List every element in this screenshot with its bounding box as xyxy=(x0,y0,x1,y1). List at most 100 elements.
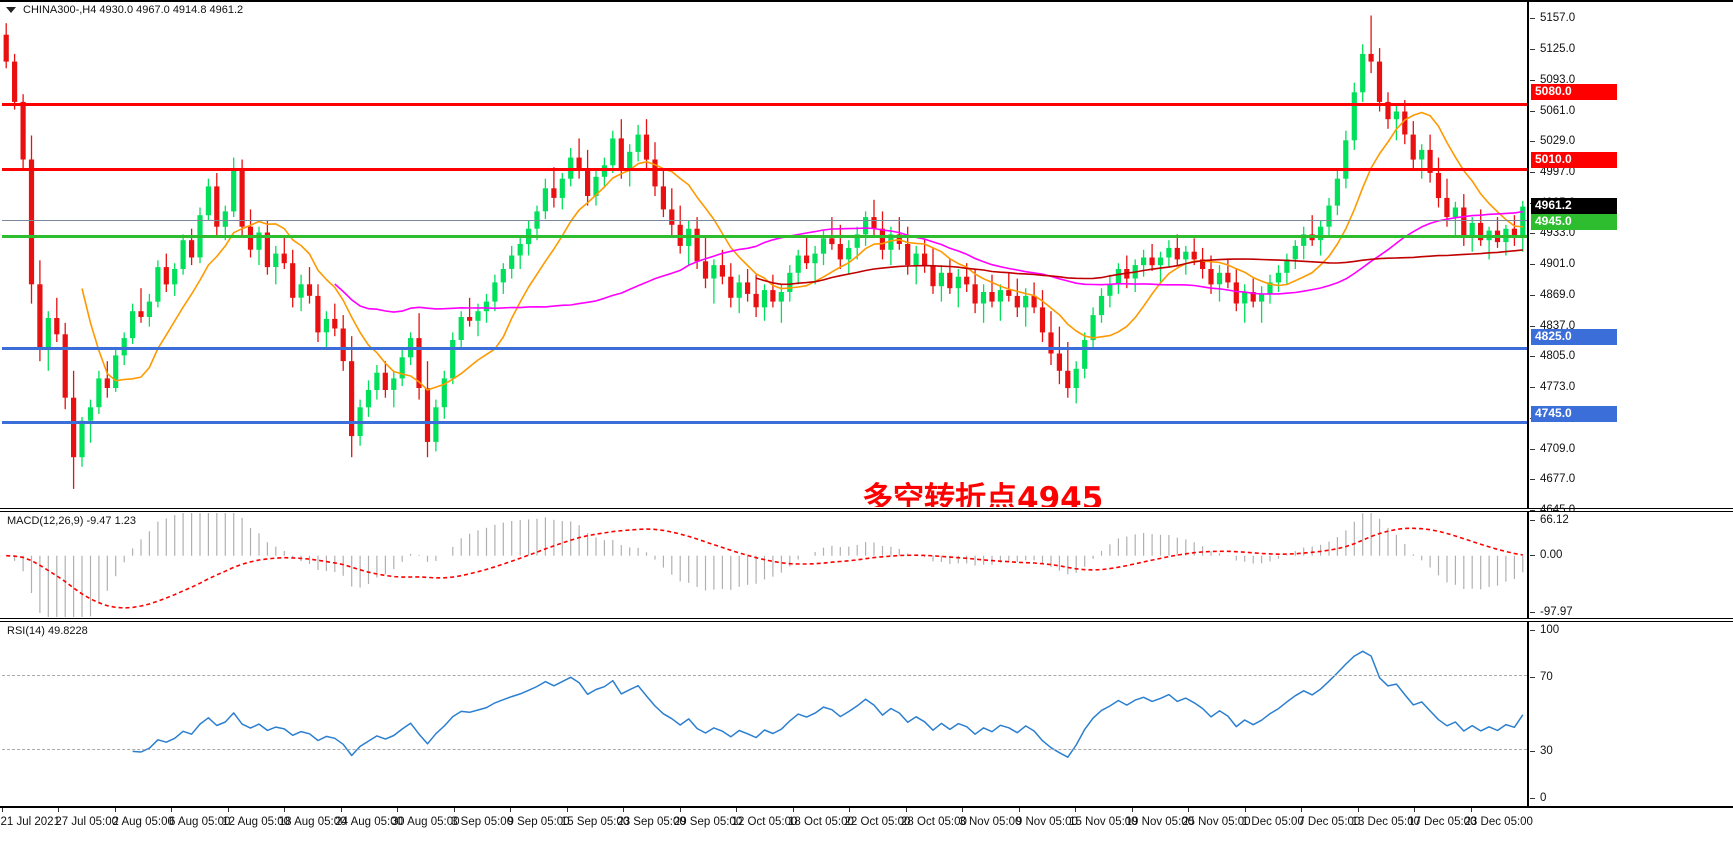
price-plot-area[interactable]: 多空转折点4945 xyxy=(2,3,1527,507)
rsi-plot-area[interactable] xyxy=(2,623,1527,805)
date-label: 28 Oct 05:00 xyxy=(901,816,967,828)
date-tick xyxy=(1075,808,1077,812)
price-tag-pivot[interactable]: 4945.0 xyxy=(1531,213,1617,230)
date-tick xyxy=(114,808,116,812)
date-label: 1 Dec 05:00 xyxy=(1241,816,1304,828)
price-tick: 4709.0 xyxy=(1529,443,1575,455)
date-label: 29 Sep 05:00 xyxy=(673,816,743,828)
rsi-tick: 30 xyxy=(1529,745,1553,757)
date-tick xyxy=(340,808,342,812)
macd-axis-divider xyxy=(1527,512,1529,618)
date-tick xyxy=(962,808,964,812)
date-label: 22 Oct 05:00 xyxy=(844,816,911,828)
price-tick: 4805.0 xyxy=(1529,350,1575,362)
macd-label: MACD(12,26,9) -9.47 1.23 xyxy=(7,515,137,527)
date-tick xyxy=(453,808,455,812)
date-label: 23 Dec 05:00 xyxy=(1464,816,1533,828)
date-label: 17 Dec 05:00 xyxy=(1408,816,1477,828)
date-label: 21 Jul 2021 xyxy=(0,816,60,828)
date-label: 9 Sep 05:00 xyxy=(507,816,570,828)
price-tick: 4901.0 xyxy=(1529,258,1575,270)
date-label: 7 Dec 05:00 xyxy=(1298,816,1361,828)
price-panel[interactable]: CHINA300-,H4 4930.0 4967.0 4914.8 4961.2… xyxy=(0,0,1733,516)
date-tick xyxy=(679,808,681,812)
price-tag-last-price[interactable]: 4961.2 xyxy=(1531,198,1617,215)
date-label: 27 Jul 05:00 xyxy=(55,816,119,828)
date-label: 6 Aug 05:00 xyxy=(168,816,231,828)
price-tag-resistance[interactable]: 5010.0 xyxy=(1531,151,1617,168)
date-tick xyxy=(1470,808,1472,812)
rsi-level-30 xyxy=(2,749,1527,750)
rsi-axis-divider xyxy=(1527,622,1529,806)
price-tag-support[interactable]: 4745.0 xyxy=(1531,405,1617,422)
date-label: 12 Aug 05:00 xyxy=(222,816,291,828)
date-tick xyxy=(227,808,229,812)
caret-down-icon[interactable] xyxy=(6,7,16,13)
macd-panel[interactable]: MACD(12,26,9) -9.47 1.23 66.12 0.00 -97.97 xyxy=(0,511,1733,619)
price-tick: 5093.0 xyxy=(1529,74,1575,86)
rsi-tick: 100 xyxy=(1529,624,1559,636)
date-label: 18 Aug 05:00 xyxy=(278,816,347,828)
date-tick xyxy=(1301,808,1303,812)
price-tick: 4997.0 xyxy=(1529,166,1575,178)
date-tick xyxy=(284,808,286,812)
date-label: 9 Nov 05:00 xyxy=(1015,816,1078,828)
price-tag-resistance[interactable]: 5080.0 xyxy=(1531,84,1617,101)
rsi-series xyxy=(132,650,1524,758)
macd-plot-area[interactable] xyxy=(2,513,1527,617)
date-tick xyxy=(58,808,60,812)
rsi-panel[interactable]: RSI(14) 49.8228 100 70 30 0 xyxy=(0,621,1733,807)
date-label: 13 Dec 05:00 xyxy=(1351,816,1420,828)
support-line-4825 xyxy=(2,347,1527,350)
date-label: 30 Aug 05:00 xyxy=(391,816,460,828)
rsi-label: RSI(14) 49.8228 xyxy=(7,625,88,637)
date-label: 15 Nov 05:00 xyxy=(1069,816,1138,828)
resistance-line-5010 xyxy=(2,168,1527,171)
date-label: 25 Nov 05:00 xyxy=(1182,816,1251,828)
macd-tick: 66.12 xyxy=(1529,514,1569,526)
chart-annotation: 多空转折点4945 xyxy=(862,481,1104,507)
chart-header[interactable]: CHINA300-,H4 4930.0 4967.0 4914.8 4961.2 xyxy=(6,4,243,16)
price-tick: 5157.0 xyxy=(1529,12,1575,24)
date-tick xyxy=(397,808,399,812)
price-tick: 5029.0 xyxy=(1529,135,1575,147)
price-tick: 4837.0 xyxy=(1529,320,1575,332)
date-label: 23 Sep 05:00 xyxy=(617,816,686,828)
price-tick: 4869.0 xyxy=(1529,289,1575,301)
date-tick xyxy=(736,808,738,812)
price-tick: 4933.0 xyxy=(1529,227,1575,239)
support-line-4745 xyxy=(2,421,1527,424)
pivot-line-4945 xyxy=(2,235,1527,238)
rsi-axis[interactable]: 100 70 30 0 xyxy=(1529,622,1733,806)
date-tick xyxy=(905,808,907,812)
symbol-timeframe-label: CHINA300-,H4 4930.0 4967.0 4914.8 4961.2 xyxy=(23,4,244,16)
date-label: 19 Nov 05:00 xyxy=(1125,816,1195,828)
date-tick xyxy=(1357,808,1359,812)
price-axis[interactable]: 5157.05125.05093.05061.05029.04997.04965… xyxy=(1529,2,1733,516)
price-tick: 4773.0 xyxy=(1529,381,1575,393)
macd-series xyxy=(6,513,1524,617)
date-axis[interactable]: 21 Jul 2021 27 Jul 05:00 2 Aug 05:00 6 Aug … xyxy=(0,807,1733,841)
date-tick xyxy=(510,808,512,812)
date-tick xyxy=(1244,808,1246,812)
date-label: 2 Aug 05:00 xyxy=(112,816,174,828)
date-tick xyxy=(1414,808,1416,812)
date-tick xyxy=(623,808,625,812)
date-label: 3 Nov 05:00 xyxy=(959,816,1022,828)
rsi-tick: 70 xyxy=(1529,671,1553,683)
date-tick xyxy=(171,808,173,812)
price-tick: 5125.0 xyxy=(1529,43,1575,55)
macd-axis[interactable]: 66.12 0.00 -97.97 xyxy=(1529,512,1733,618)
date-label: 12 Oct 05:00 xyxy=(731,816,798,828)
date-tick xyxy=(1018,808,1020,812)
date-tick xyxy=(1131,808,1133,812)
candlestick-series xyxy=(3,15,1526,489)
macd-tick: -97.97 xyxy=(1529,606,1573,618)
date-tick xyxy=(566,808,568,812)
date-label: 3 Sep 05:00 xyxy=(451,816,514,828)
last-price-line-4961 xyxy=(2,220,1527,221)
resistance-line-5080 xyxy=(2,103,1527,106)
price-tag-support[interactable]: 4825.0 xyxy=(1531,329,1617,346)
date-label: 24 Aug 05:00 xyxy=(335,816,404,828)
